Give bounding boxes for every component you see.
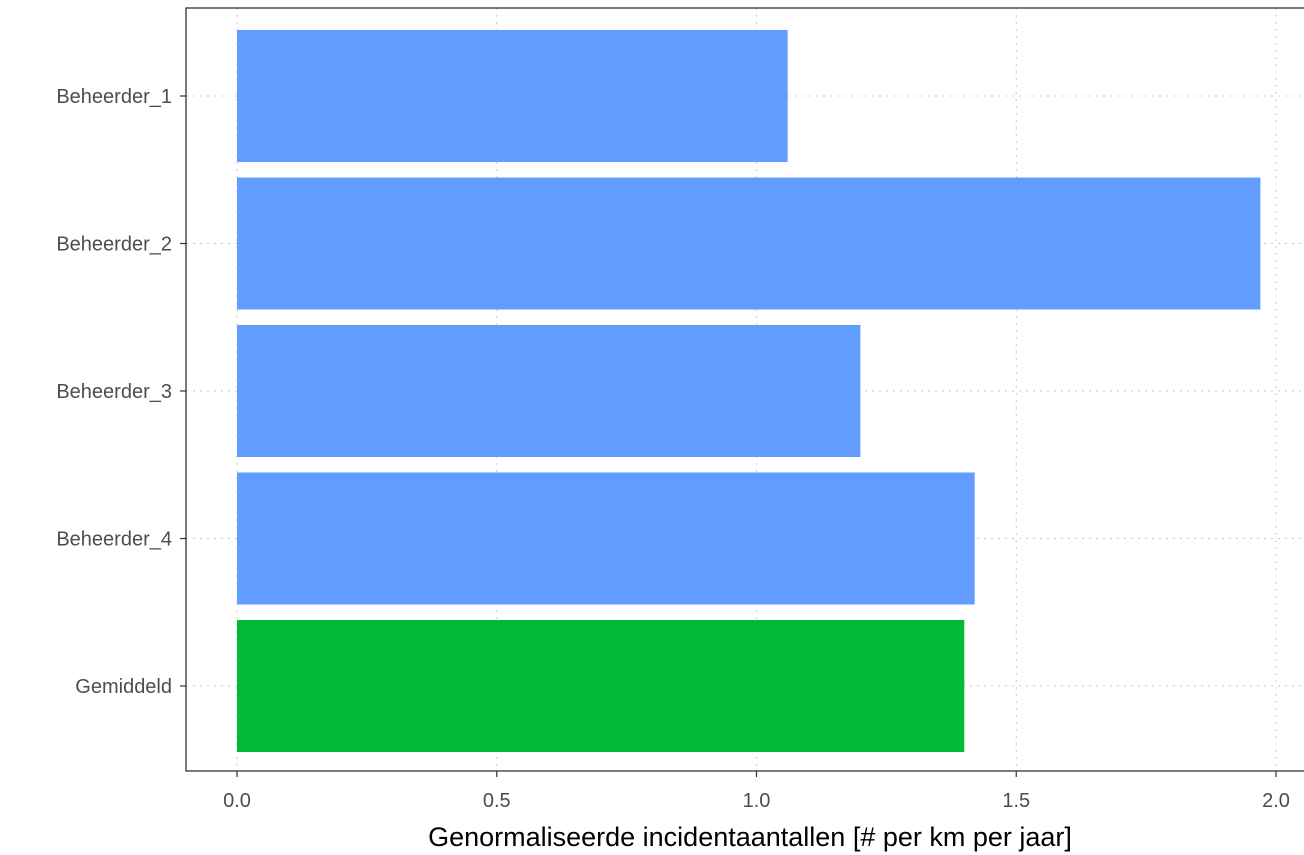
y-tick-label: Gemiddeld [75,676,172,698]
x-tick-label: 2.0 [1262,790,1290,812]
bar-gemiddeld [237,620,965,752]
y-tick-label: Beheerder_1 [56,86,172,108]
bar-beheerder-1 [237,30,788,162]
x-tick-label: 1.0 [743,790,771,812]
y-axis: Beheerder_1 Beheerder_2 Beheerder_3 Beheerd… [56,86,186,698]
x-tick-label: 0.5 [483,790,511,812]
y-tick-label: Beheerder_2 [56,234,172,256]
x-axis-title: Genormaliseerde incidentaantallen [# per… [428,822,1072,852]
bars [237,30,1261,752]
bar-beheerder-4 [237,472,975,605]
bar-beheerder-2 [237,177,1261,310]
y-tick-label: Beheerder_3 [56,381,172,403]
x-axis: 0.0 0.5 1.0 1.5 2.0 [223,771,1290,812]
x-tick-label: 0.0 [223,790,251,812]
y-tick-label: Beheerder_4 [56,529,172,551]
bar-beheerder-3 [237,325,861,457]
x-tick-label: 1.5 [1002,790,1030,812]
plot-panel-border [185,7,1304,772]
